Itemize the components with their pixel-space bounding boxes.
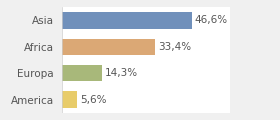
Bar <box>62 12 192 29</box>
Bar <box>62 65 102 81</box>
Text: 46,6%: 46,6% <box>195 15 228 25</box>
Text: 5,6%: 5,6% <box>80 95 107 105</box>
Text: 14,3%: 14,3% <box>104 68 137 78</box>
Text: 33,4%: 33,4% <box>158 42 191 52</box>
Bar <box>62 91 77 108</box>
Bar <box>62 39 155 55</box>
